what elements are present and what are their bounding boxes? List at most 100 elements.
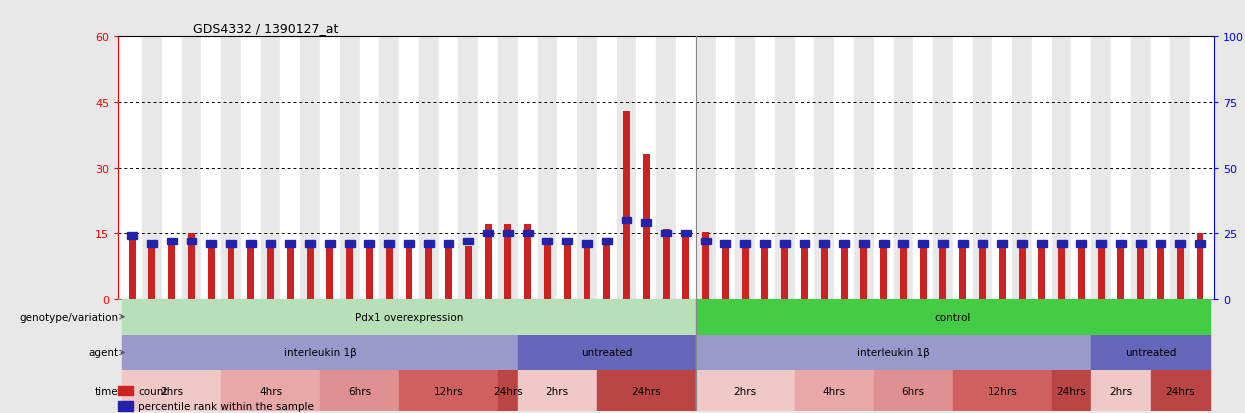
Bar bbox=[245, 241, 255, 247]
Bar bbox=[762, 247, 768, 299]
Bar bbox=[952, 370, 1052, 411]
Bar bbox=[260, 37, 280, 299]
Bar bbox=[227, 241, 237, 247]
Bar bbox=[320, 37, 340, 299]
Bar bbox=[1196, 234, 1204, 299]
Bar bbox=[716, 37, 736, 299]
Bar bbox=[1052, 37, 1072, 299]
Bar bbox=[400, 37, 418, 299]
Bar bbox=[286, 247, 294, 299]
Bar bbox=[544, 244, 550, 299]
Bar bbox=[1137, 244, 1144, 299]
Text: 2hrs: 2hrs bbox=[545, 386, 569, 396]
Bar bbox=[268, 247, 274, 299]
Bar bbox=[992, 37, 1012, 299]
Bar bbox=[306, 244, 314, 299]
Bar bbox=[345, 241, 355, 247]
Bar bbox=[1052, 370, 1092, 411]
Bar bbox=[240, 37, 260, 299]
Bar bbox=[696, 335, 1092, 370]
Bar bbox=[325, 241, 335, 247]
Bar bbox=[1111, 37, 1130, 299]
Text: agent: agent bbox=[88, 348, 118, 358]
Bar bbox=[656, 37, 676, 299]
Bar bbox=[834, 37, 854, 299]
Bar bbox=[621, 217, 631, 224]
Bar bbox=[122, 335, 518, 370]
Bar bbox=[742, 244, 748, 299]
Bar bbox=[854, 37, 874, 299]
Bar bbox=[859, 241, 869, 247]
Bar bbox=[662, 229, 670, 299]
Bar bbox=[202, 37, 222, 299]
Bar bbox=[564, 244, 570, 299]
Bar bbox=[1072, 37, 1092, 299]
Text: 4hrs: 4hrs bbox=[823, 386, 845, 396]
Text: 2hrs: 2hrs bbox=[161, 386, 183, 396]
Bar bbox=[754, 37, 774, 299]
Text: 6hrs: 6hrs bbox=[349, 386, 371, 396]
Bar bbox=[1118, 244, 1124, 299]
Bar bbox=[418, 37, 438, 299]
Bar bbox=[188, 234, 195, 299]
Bar bbox=[346, 247, 354, 299]
Bar bbox=[122, 370, 222, 411]
Bar bbox=[701, 238, 711, 245]
Text: 24hrs: 24hrs bbox=[1057, 386, 1087, 396]
Bar bbox=[1058, 244, 1064, 299]
Bar bbox=[874, 37, 894, 299]
Bar bbox=[538, 37, 558, 299]
Bar bbox=[874, 370, 952, 411]
Bar bbox=[820, 244, 828, 299]
Bar bbox=[696, 370, 794, 411]
Bar bbox=[167, 238, 177, 245]
Bar bbox=[1170, 37, 1190, 299]
Bar bbox=[463, 238, 473, 245]
Bar bbox=[162, 37, 182, 299]
Bar bbox=[774, 37, 794, 299]
Bar bbox=[839, 241, 849, 247]
Bar bbox=[920, 244, 926, 299]
Bar bbox=[1130, 37, 1150, 299]
Text: Pdx1 overexpression: Pdx1 overexpression bbox=[355, 312, 463, 322]
Text: 2hrs: 2hrs bbox=[1109, 386, 1133, 396]
Bar bbox=[1077, 241, 1087, 247]
Text: 12hrs: 12hrs bbox=[987, 386, 1017, 396]
Bar bbox=[1078, 240, 1084, 299]
Bar bbox=[1038, 244, 1046, 299]
Bar bbox=[1177, 240, 1184, 299]
Bar bbox=[1098, 240, 1104, 299]
Bar bbox=[919, 241, 928, 247]
Bar bbox=[794, 370, 874, 411]
Bar bbox=[280, 37, 300, 299]
Bar bbox=[503, 230, 513, 237]
Bar bbox=[642, 155, 650, 299]
Bar bbox=[248, 247, 254, 299]
Bar bbox=[444, 247, 452, 299]
Bar bbox=[438, 37, 458, 299]
Bar bbox=[1037, 241, 1047, 247]
Bar bbox=[1018, 244, 1026, 299]
Bar bbox=[1012, 37, 1032, 299]
Bar bbox=[581, 241, 591, 247]
Bar bbox=[641, 220, 651, 226]
Bar bbox=[300, 37, 320, 299]
Text: count: count bbox=[138, 386, 168, 396]
Text: interleukin 1β: interleukin 1β bbox=[857, 348, 930, 358]
Bar bbox=[443, 241, 453, 247]
Text: 6hrs: 6hrs bbox=[901, 386, 925, 396]
Bar bbox=[937, 241, 947, 247]
Bar bbox=[1017, 241, 1027, 247]
Bar bbox=[285, 241, 295, 247]
Bar bbox=[596, 37, 616, 299]
Text: 24hrs: 24hrs bbox=[631, 386, 661, 396]
Bar bbox=[543, 238, 553, 245]
Bar bbox=[400, 370, 498, 411]
Text: interleukin 1β: interleukin 1β bbox=[284, 348, 356, 358]
Bar bbox=[741, 241, 751, 247]
Bar bbox=[957, 241, 967, 247]
Text: 2hrs: 2hrs bbox=[733, 386, 757, 396]
Bar bbox=[779, 241, 789, 247]
Bar bbox=[899, 241, 909, 247]
Text: GDS4332 / 1390127_at: GDS4332 / 1390127_at bbox=[193, 22, 339, 35]
